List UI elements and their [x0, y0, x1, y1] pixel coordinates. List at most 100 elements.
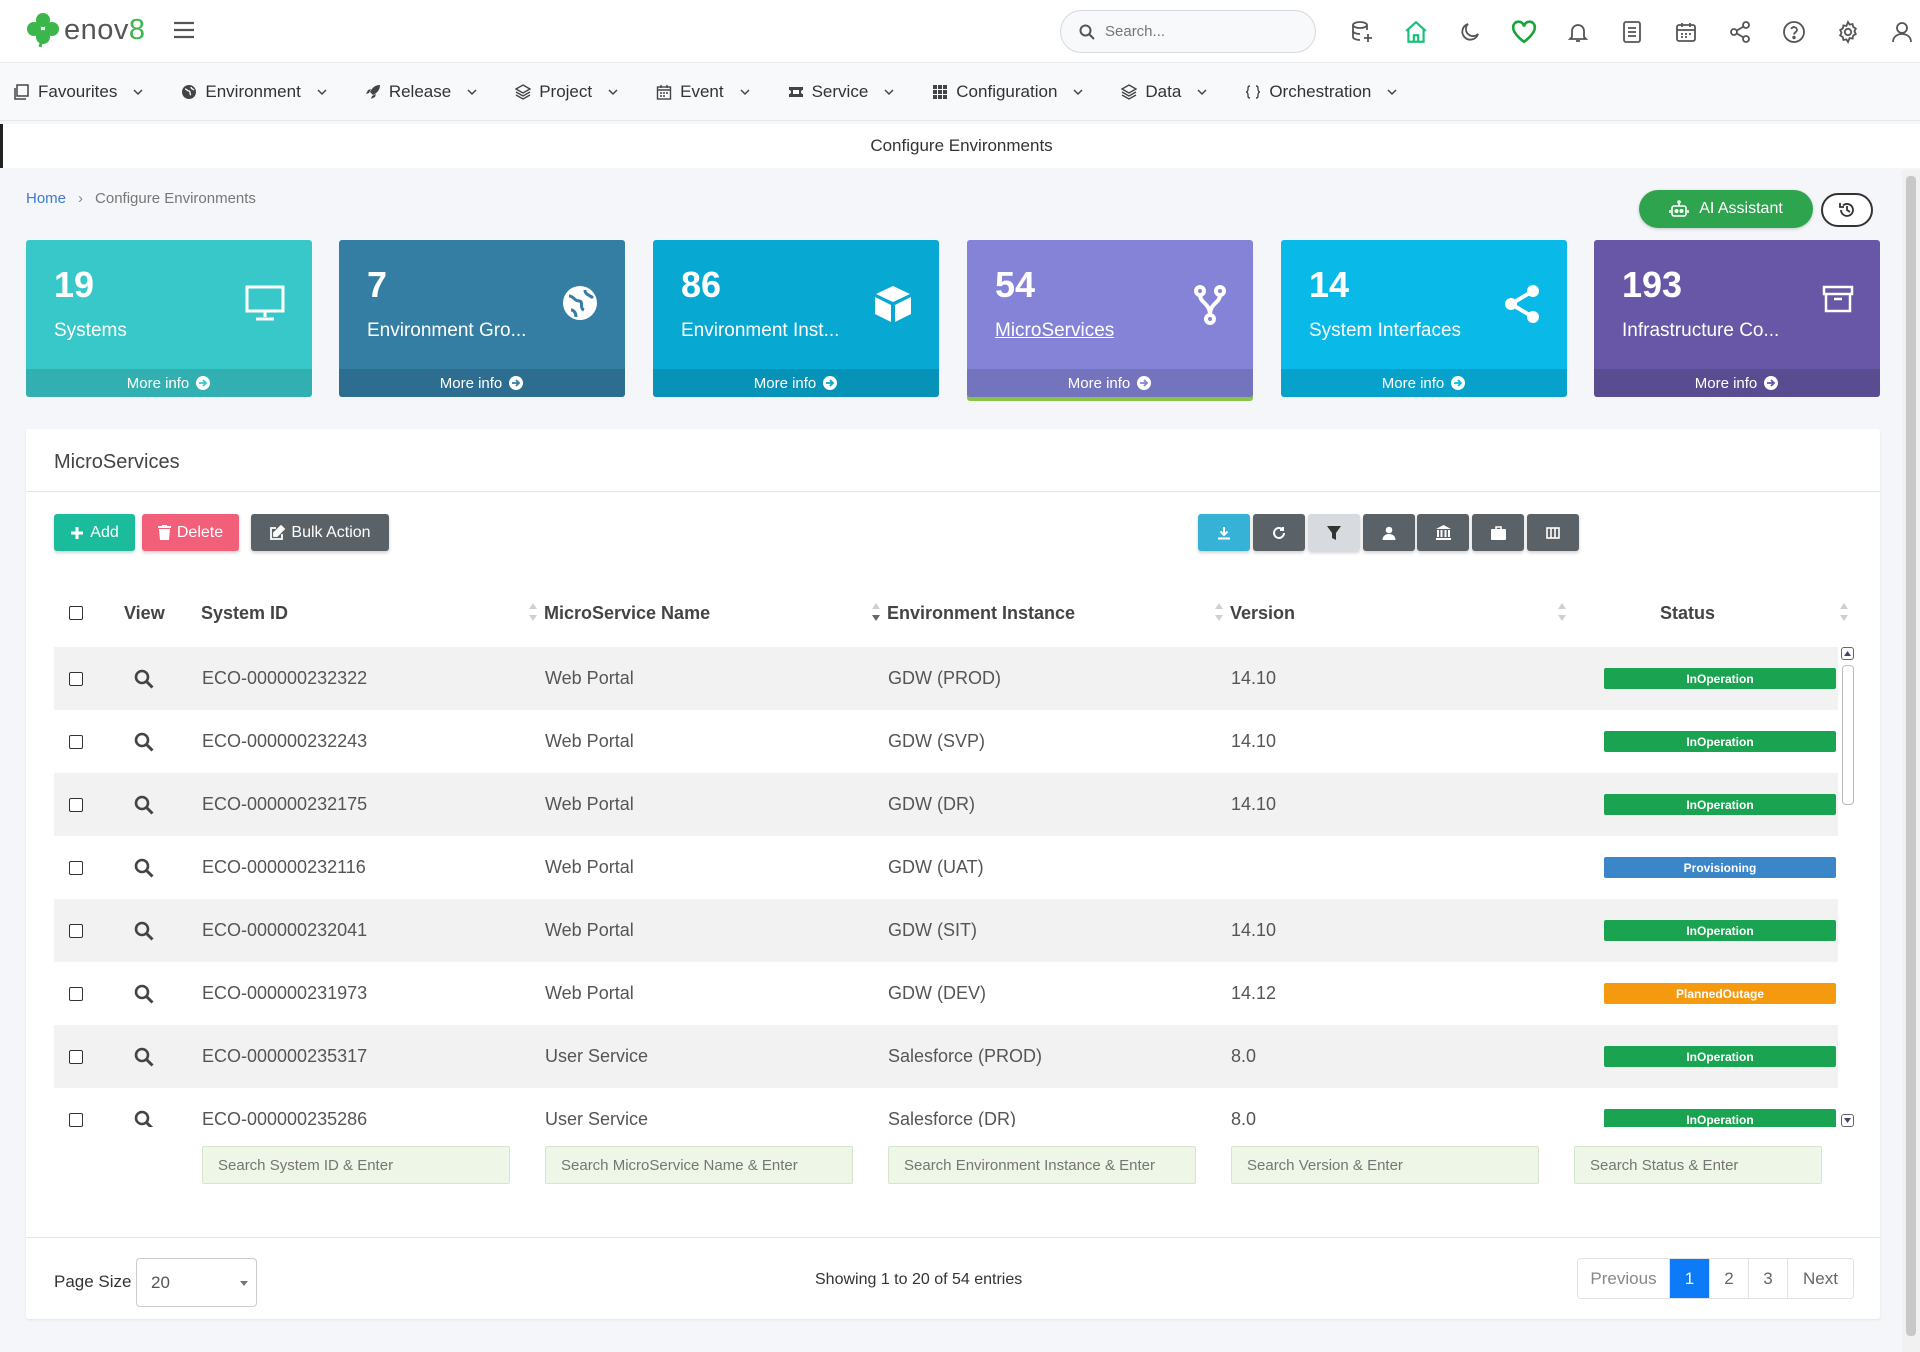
ai-assistant-button[interactable]: AI Assistant [1639, 190, 1813, 228]
bank-icon [1435, 525, 1451, 540]
scroll-down-arrow-icon[interactable] [1841, 1114, 1854, 1127]
bulk-action-button[interactable]: Bulk Action [251, 514, 389, 551]
table-row[interactable]: ECO-000000232175 Web Portal GDW (DR) 14.… [54, 773, 1838, 836]
col-microservice-name[interactable]: MicroService Name [544, 602, 711, 623]
sort-desc-icon[interactable] [871, 601, 881, 623]
row-checkbox[interactable] [69, 1049, 83, 1064]
view-search-icon[interactable] [134, 773, 154, 836]
pagination-page-3[interactable]: 3 [1749, 1259, 1788, 1298]
add-button[interactable]: Add [54, 514, 135, 551]
pagination-page-1[interactable]: 1 [1670, 1259, 1710, 1298]
stat-more-info-link[interactable]: More info [1594, 369, 1880, 397]
page-size-select[interactable]: 20 [136, 1258, 257, 1307]
view-search-icon[interactable] [134, 1088, 154, 1127]
view-search-icon[interactable] [134, 647, 154, 710]
home-icon[interactable] [1402, 18, 1430, 46]
share-icon[interactable] [1726, 18, 1754, 46]
database-add-icon[interactable] [1348, 18, 1376, 46]
row-checkbox[interactable] [69, 860, 83, 875]
filter-button[interactable] [1308, 514, 1360, 551]
share-icon [1505, 285, 1539, 323]
logo[interactable]: enov8 [26, 12, 146, 48]
menu-toggle-icon[interactable] [172, 18, 198, 44]
filter-system-id-input[interactable] [202, 1146, 510, 1184]
stat-more-info-link[interactable]: More info [967, 369, 1253, 397]
page-scrollbar-thumb[interactable] [1906, 176, 1916, 1336]
row-checkbox[interactable] [69, 797, 83, 812]
row-checkbox[interactable] [69, 923, 83, 938]
pagination-next[interactable]: Next [1788, 1259, 1853, 1298]
table-row[interactable]: ECO-000000232243 Web Portal GDW (SVP) 14… [54, 710, 1838, 773]
row-checkbox[interactable] [69, 671, 83, 686]
col-status[interactable]: Status [1660, 602, 1716, 623]
nav-configuration[interactable]: Configuration [932, 82, 1083, 102]
bell-icon[interactable] [1564, 18, 1592, 46]
view-search-icon[interactable] [134, 836, 154, 899]
row-checkbox[interactable] [69, 1112, 83, 1127]
breadcrumb-home-link[interactable]: Home [26, 190, 67, 207]
columns-button[interactable] [1527, 514, 1579, 551]
table-row[interactable]: ECO-000000232041 Web Portal GDW (SIT) 14… [54, 899, 1838, 962]
nav-environment[interactable]: Environment [181, 82, 327, 102]
filter-microservice-name-input[interactable] [545, 1146, 853, 1184]
sort-icon[interactable] [1557, 601, 1567, 623]
dark-mode-moon-icon[interactable] [1456, 18, 1484, 46]
view-search-icon[interactable] [134, 962, 154, 1025]
table-scrollbar-thumb[interactable] [1842, 665, 1854, 805]
stat-more-info-link[interactable]: More info [653, 369, 939, 397]
row-checkbox[interactable] [69, 986, 83, 1001]
export-download-button[interactable] [1198, 514, 1250, 551]
table-scrollbar[interactable] [1838, 647, 1856, 1127]
filter-environment-instance-input[interactable] [888, 1146, 1196, 1184]
nav-release[interactable]: Release [365, 82, 477, 102]
col-system-id[interactable]: System ID [201, 602, 289, 623]
page-scrollbar[interactable] [1902, 170, 1920, 1352]
sort-icon[interactable] [1839, 601, 1849, 623]
nav-project[interactable]: Project [515, 82, 618, 102]
user-view-button[interactable] [1363, 514, 1415, 551]
view-search-icon[interactable] [134, 899, 154, 962]
table-row[interactable]: ECO-000000231973 Web Portal GDW (DEV) 14… [54, 962, 1838, 1025]
scroll-up-arrow-icon[interactable] [1841, 647, 1854, 660]
col-version[interactable]: Version [1230, 602, 1296, 623]
col-environment-instance[interactable]: Environment Instance [887, 602, 1076, 623]
filter-status-input[interactable] [1574, 1146, 1822, 1184]
calendar-icon[interactable] [1672, 18, 1700, 46]
stat-more-info-link[interactable]: More info [339, 369, 625, 397]
nav-orchestration[interactable]: Orchestration [1245, 82, 1397, 102]
institution-view-button[interactable] [1417, 514, 1469, 551]
row-checkbox[interactable] [69, 734, 83, 749]
settings-gear-icon[interactable] [1834, 18, 1862, 46]
sort-icon[interactable] [528, 601, 538, 623]
stat-more-info-link[interactable]: More info [1281, 369, 1567, 397]
select-all-checkbox[interactable] [69, 606, 83, 620]
history-button[interactable] [1821, 193, 1873, 227]
table-row[interactable]: ECO-000000232322 Web Portal GDW (PROD) 1… [54, 647, 1838, 710]
help-icon[interactable] [1780, 18, 1808, 46]
chevron-down-icon [133, 88, 143, 95]
global-search-input[interactable] [1105, 23, 1295, 40]
view-search-icon[interactable] [134, 710, 154, 773]
pagination-page-2[interactable]: 2 [1710, 1259, 1749, 1298]
nav-favourites[interactable]: Favourites [14, 82, 143, 102]
briefcase-view-button[interactable] [1472, 514, 1524, 551]
nav-data[interactable]: Data [1121, 82, 1207, 102]
table-row[interactable]: ECO-000000235317 User Service Salesforce… [54, 1025, 1838, 1088]
stat-more-info-link[interactable]: More info [26, 369, 312, 397]
sort-icon[interactable] [1214, 601, 1224, 623]
user-profile-icon[interactable] [1888, 18, 1916, 46]
view-search-icon[interactable] [134, 1025, 154, 1088]
heart-icon[interactable] [1510, 18, 1538, 46]
global-search[interactable] [1060, 10, 1316, 53]
table-row[interactable]: ECO-000000232116 Web Portal GDW (UAT) Pr… [54, 836, 1838, 899]
table-row[interactable]: ECO-000000235286 User Service Salesforce… [54, 1088, 1838, 1127]
stat-label-link[interactable]: MicroServices [995, 320, 1115, 341]
nav-service[interactable]: Service [788, 82, 895, 102]
delete-button[interactable]: Delete [142, 514, 239, 551]
pagination-previous[interactable]: Previous [1578, 1259, 1670, 1298]
filter-version-input[interactable] [1231, 1146, 1539, 1184]
refresh-button[interactable] [1253, 514, 1305, 551]
report-icon[interactable] [1618, 18, 1646, 46]
nav-event[interactable]: Event [656, 82, 750, 102]
chevron-down-icon [467, 88, 477, 95]
